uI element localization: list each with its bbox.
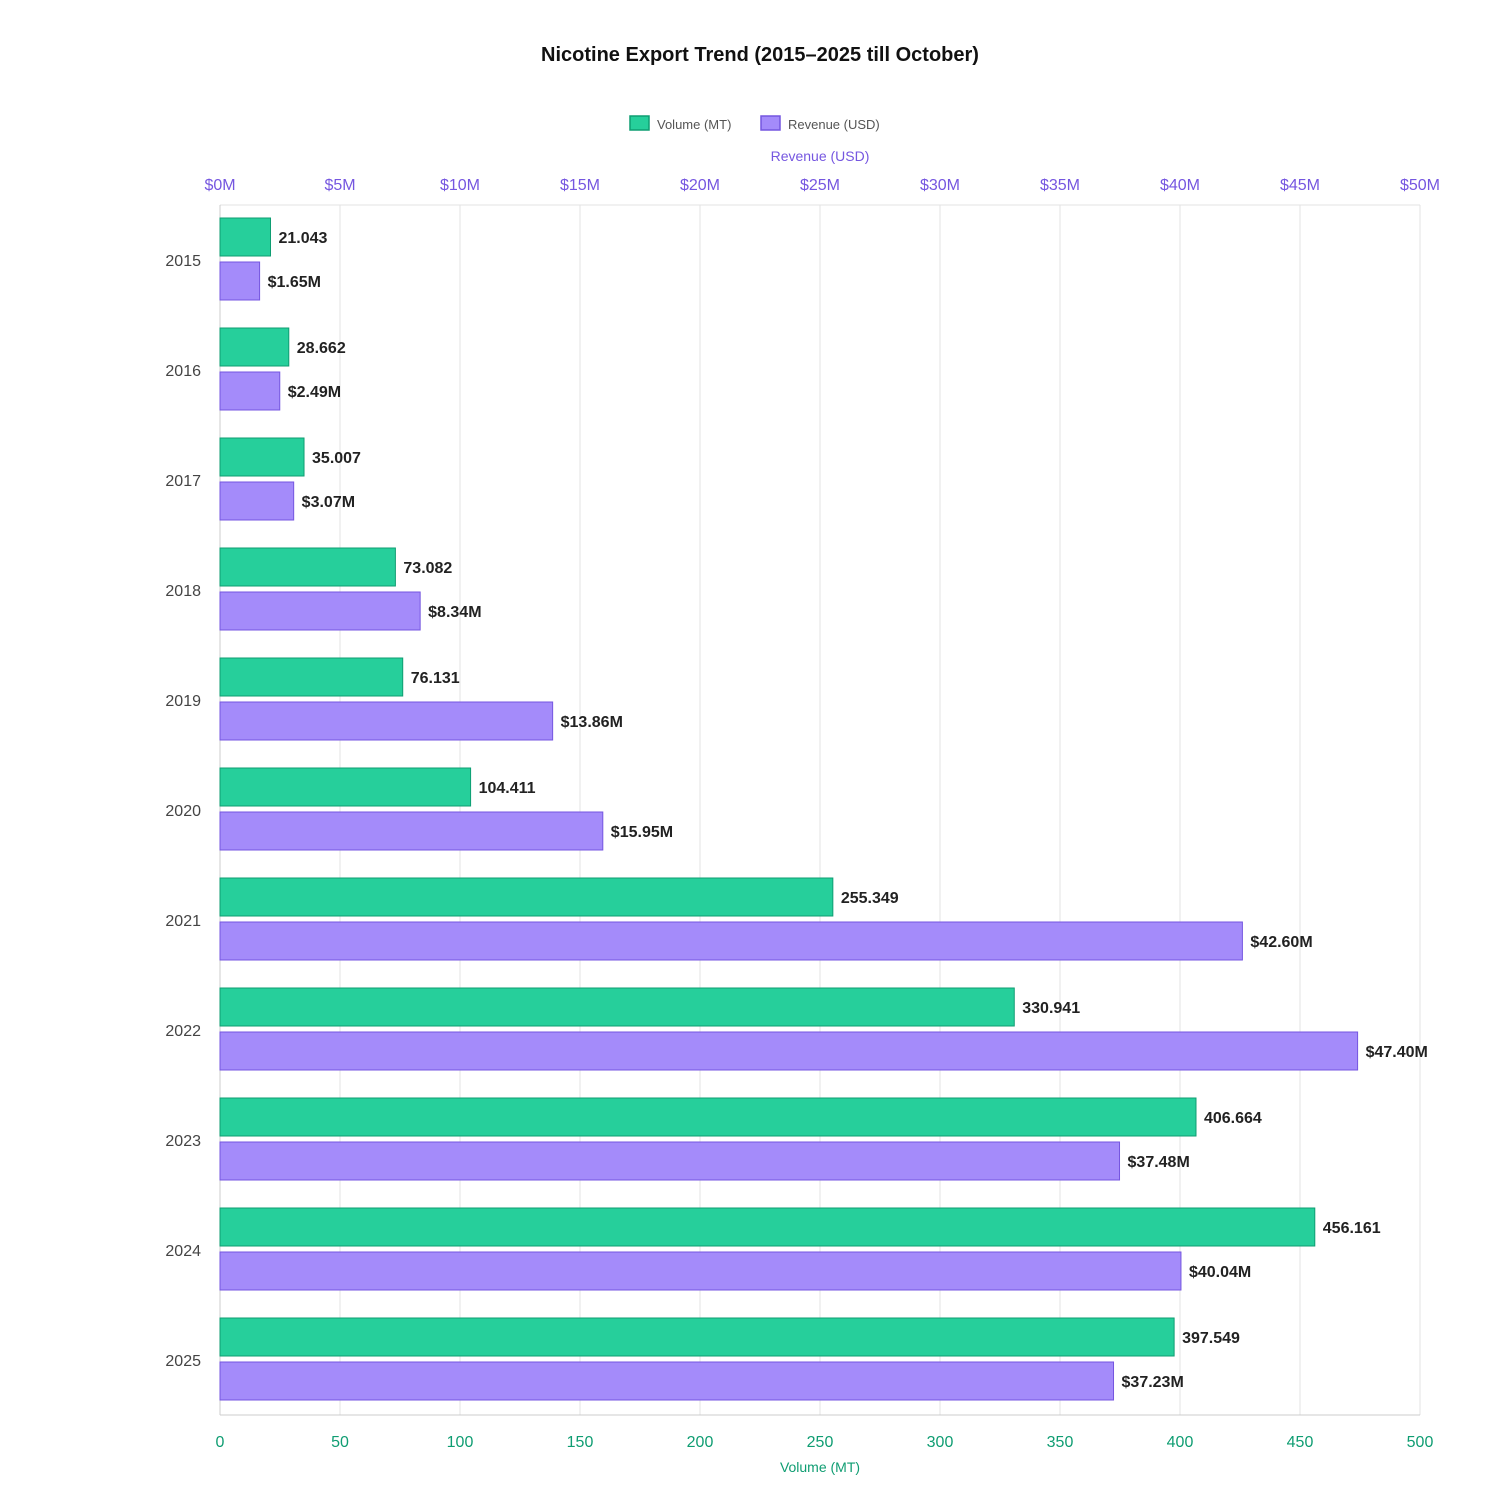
bottom-tick-label: 350 [1047,1434,1074,1451]
y-tick-label: 2022 [165,1023,201,1040]
volume-bar-2023 [219,1097,1197,1137]
revenue-data-label-2018: $8.34M [428,604,481,621]
revenue-data-label-2021: $42.60M [1250,934,1312,951]
revenue-data-label-2023: $37.48M [1128,1154,1190,1171]
revenue-bar-2018 [219,591,421,631]
revenue-bar-2020 [219,811,604,851]
bottom-tick-label: 50 [331,1434,349,1451]
volume-data-label-2016: 28.662 [297,340,346,357]
top-tick-label: $20M [680,177,720,194]
top-tick-label: $5M [324,177,355,194]
y-tick-label: 2025 [165,1353,201,1370]
revenue-bar-2022 [219,1031,1359,1071]
y-tick-label: 2016 [165,363,201,380]
revenue-data-label-2020: $15.95M [611,824,673,841]
volume-data-label-2025: 397.549 [1182,1330,1240,1347]
y-tick-label: 2020 [165,803,201,820]
bottom-tick-label: 400 [1167,1434,1194,1451]
volume-bar-2025 [219,1317,1175,1357]
bottom-tick-label: 450 [1287,1434,1314,1451]
bottom-tick-label: 0 [216,1434,225,1451]
bottom-tick-label: 250 [807,1434,834,1451]
revenue-data-label-2019: $13.86M [561,714,623,731]
revenue-bar-2024 [219,1251,1182,1291]
top-tick-label: $50M [1400,177,1440,194]
legend-label-1: Revenue (USD) [788,117,880,132]
chart-title: Nicotine Export Trend (2015–2025 till Oc… [541,44,979,66]
revenue-bar-2025 [219,1361,1115,1401]
revenue-data-label-2017: $3.07M [302,494,355,511]
volume-bar-2015 [219,217,272,257]
y-tick-label: 2017 [165,473,201,490]
revenue-data-label-2016: $2.49M [288,384,341,401]
volume-bar-2020 [219,767,472,807]
volume-data-label-2017: 35.007 [312,450,361,467]
volume-bar-2018 [219,547,396,587]
top-tick-label: $40M [1160,177,1200,194]
volume-data-label-2024: 456.161 [1323,1220,1381,1237]
top-tick-label: $35M [1040,177,1080,194]
volume-bar-2019 [219,657,404,697]
volume-bar-2024 [219,1207,1316,1247]
revenue-data-label-2024: $40.04M [1189,1264,1251,1281]
top-tick-label: $10M [440,177,480,194]
volume-data-label-2020: 104.411 [479,780,536,797]
volume-bar-2016 [219,327,290,367]
top-tick-label: $25M [800,177,840,194]
legend-swatch-0 [629,115,650,131]
y-tick-label: 2018 [165,583,201,600]
y-tick-label: 2019 [165,693,201,710]
volume-data-label-2022: 330.941 [1022,1000,1080,1017]
revenue-bar-2023 [219,1141,1121,1181]
y-tick-label: 2024 [165,1243,201,1260]
top-tick-label: $30M [920,177,960,194]
volume-bar-2021 [219,877,834,917]
y-tick-label: 2021 [165,913,201,930]
volume-bar-2017 [219,437,305,477]
volume-data-label-2023: 406.664 [1204,1110,1262,1127]
legend-swatch-1 [760,115,781,131]
bottom-tick-label: 150 [567,1434,594,1451]
top-tick-label: $0M [204,177,235,194]
top-tick-label: $45M [1280,177,1320,194]
top-axis-title: Revenue (USD) [771,148,870,164]
bottom-axis-title: Volume (MT) [780,1459,860,1475]
bottom-tick-label: 200 [687,1434,714,1451]
revenue-bar-2017 [219,481,295,521]
bottom-tick-label: 100 [447,1434,474,1451]
revenue-bar-2016 [219,371,281,411]
legend-label-0: Volume (MT) [657,117,731,132]
revenue-data-label-2025: $37.23M [1122,1374,1184,1391]
volume-data-label-2018: 73.082 [403,560,452,577]
revenue-bar-2015 [219,261,261,301]
y-tick-label: 2015 [165,253,201,270]
revenue-bar-2019 [219,701,554,741]
volume-data-label-2019: 76.131 [411,670,460,687]
revenue-bar-2021 [219,921,1243,961]
top-tick-label: $15M [560,177,600,194]
volume-bar-2022 [219,987,1015,1027]
volume-data-label-2015: 21.043 [279,230,328,247]
y-tick-label: 2023 [165,1133,201,1150]
volume-data-label-2021: 255.349 [841,890,899,907]
bottom-tick-label: 500 [1407,1434,1434,1451]
revenue-data-label-2015: $1.65M [268,274,321,291]
bottom-tick-label: 300 [927,1434,954,1451]
revenue-data-label-2022: $47.40M [1366,1044,1428,1061]
